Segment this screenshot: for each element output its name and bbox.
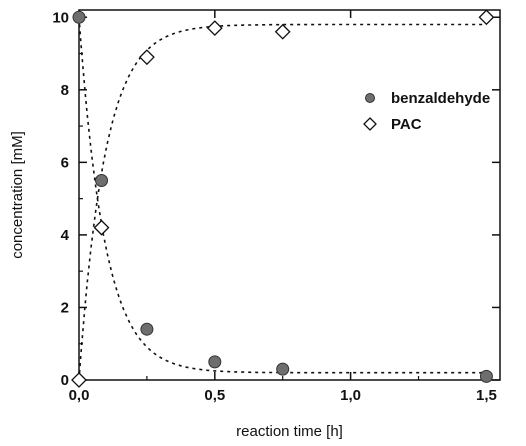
PAC-point [71, 372, 87, 388]
y-tick-label: 8 [61, 82, 69, 99]
benzaldehyde-point [72, 10, 86, 24]
benzaldehyde-point [208, 355, 222, 369]
y-axis-label: concentration [mM] [9, 131, 26, 259]
benzaldehyde-point [140, 322, 154, 336]
PAC-point [206, 20, 223, 37]
axis-ticks: 0,0 0,5 1,0 1,5 0 2 4 6 8 10 [52, 9, 500, 404]
legend-label-PAC: PAC [391, 116, 422, 133]
x-tick-label: 1,5 [476, 387, 497, 404]
PAC-point [274, 23, 291, 40]
plot-frame [78, 9, 501, 381]
y-tick-label: 4 [61, 227, 70, 244]
benzaldehyde-point [479, 369, 493, 383]
fit-curves [78, 17, 487, 381]
x-tick-label: 0,5 [204, 387, 225, 404]
legend-marker-PAC [363, 117, 377, 131]
PAC-fit-curve [78, 23, 487, 381]
x-tick-label: 1,0 [340, 387, 361, 404]
benzaldehyde-fit-curve [78, 17, 487, 374]
y-tick-label: 0 [61, 372, 69, 389]
benzaldehyde-point [276, 362, 290, 376]
benzaldehyde-point [95, 173, 109, 187]
legend: benzaldehyde PAC [363, 90, 490, 133]
y-tick-label: 6 [61, 154, 69, 171]
x-tick-label: 0,0 [69, 387, 90, 404]
y-tick-label: 2 [61, 299, 69, 316]
PAC-point [478, 9, 495, 26]
y-tick-label: 10 [52, 9, 69, 26]
data-points [71, 9, 495, 388]
legend-label-benzaldehyde: benzaldehyde [391, 90, 490, 107]
legend-marker-benzaldehyde [365, 93, 375, 103]
PAC-point [138, 49, 155, 66]
PAC-point [93, 219, 110, 236]
x-axis-label: reaction time [h] [236, 423, 343, 440]
